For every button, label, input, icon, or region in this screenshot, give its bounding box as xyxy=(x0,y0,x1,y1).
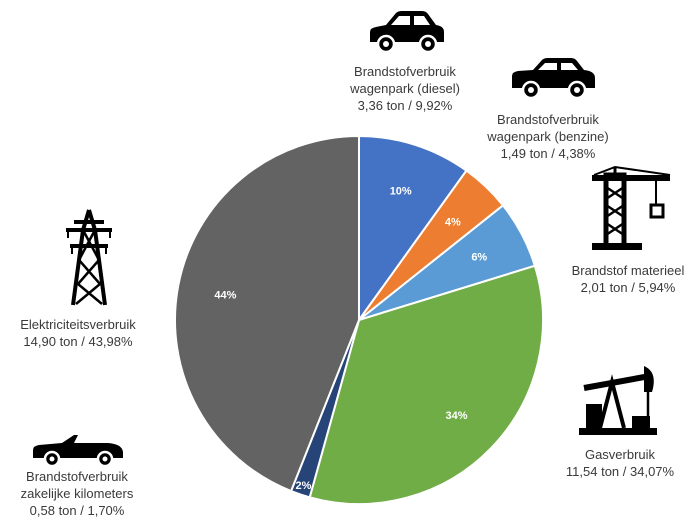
convertible-car-icon xyxy=(33,435,123,468)
callout-name-line: Elektriciteitsverbruik xyxy=(20,317,136,332)
callout-name-line: Brandstof materieel xyxy=(571,263,685,278)
callout-zakelijk: Brandstofverbruik zakelijke kilometers 0… xyxy=(4,468,150,519)
car-icon xyxy=(370,11,444,54)
slice-percentage-label: 34% xyxy=(445,410,467,422)
callout-diesel: Brandstofverbruik wagenpark (diesel) 3,3… xyxy=(335,63,475,114)
crane-icon xyxy=(592,165,671,250)
callout-gas: Gasverbruik 11,54 ton / 34,07% xyxy=(550,446,690,480)
slice-percentage-label: 10% xyxy=(390,186,412,198)
car-icon xyxy=(512,58,595,100)
slice-percentage-label: 6% xyxy=(471,252,487,264)
callout-name-line: wagenpark (benzine) xyxy=(487,129,609,144)
callout-name-line: Brandstofverbruik xyxy=(26,469,128,484)
callout-name-line: zakelijke kilometers xyxy=(20,486,134,501)
pie-slices xyxy=(174,134,544,505)
callout-value: 0,58 ton / 1,70% xyxy=(29,503,125,518)
callout-materieel: Brandstof materieel 2,01 ton / 5,94% xyxy=(560,262,696,296)
callout-name-line: Brandstofverbruik xyxy=(497,112,599,127)
callout-value: 11,54 ton / 34,07% xyxy=(565,464,675,479)
percentage-labels: 10% 4% 6% 34% 2% 44% xyxy=(214,186,487,492)
slice-percentage-label: 4% xyxy=(445,217,461,229)
callout-value: 14,90 ton / 43,98% xyxy=(23,334,133,349)
callout-name-line: Gasverbruik xyxy=(584,447,656,462)
callout-name-line: wagenpark (diesel) xyxy=(350,81,460,96)
callout-benzine: Brandstofverbruik wagenpark (benzine) 1,… xyxy=(473,111,623,162)
slice-percentage-label: 44% xyxy=(214,289,236,301)
oil-pump-icon xyxy=(579,366,657,435)
callout-value: 2,01 ton / 5,94% xyxy=(580,280,676,295)
callout-value: 1,49 ton / 4,38% xyxy=(500,146,596,161)
callout-name-line: Brandstofverbruik xyxy=(354,64,456,79)
pie-slice-elektriciteit xyxy=(174,134,360,493)
slice-percentage-label: 2% xyxy=(296,480,312,492)
callout-elektriciteit: Elektriciteitsverbruik 14,90 ton / 43,98… xyxy=(0,316,156,350)
pie-slice-diesel xyxy=(358,134,468,324)
pie-slice-gas xyxy=(308,264,544,505)
callout-value: 3,36 ton / 9,92% xyxy=(357,98,453,113)
power-pylon-icon xyxy=(66,209,112,306)
